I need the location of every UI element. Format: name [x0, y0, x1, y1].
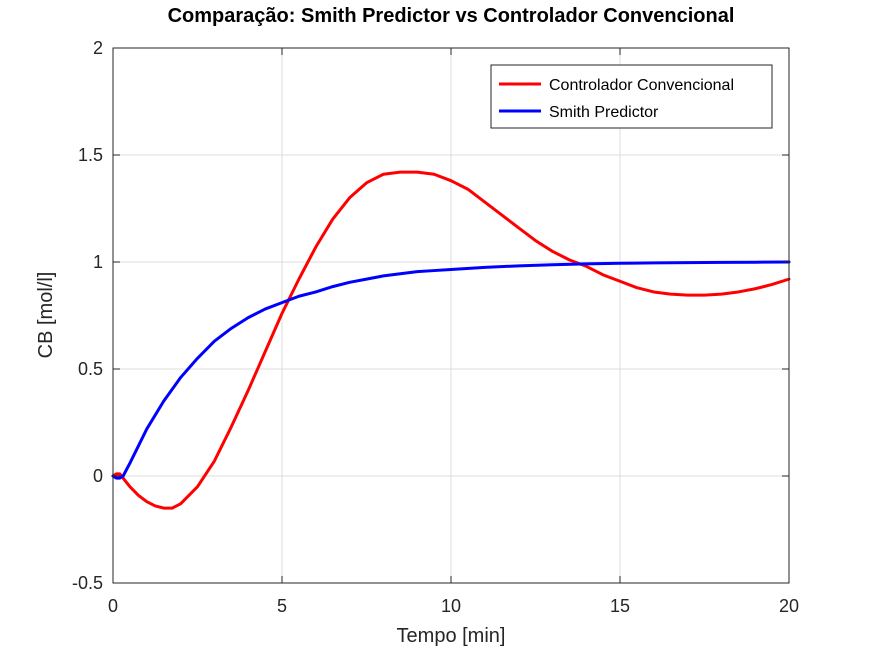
x-axis-label: Tempo [min] [397, 625, 506, 647]
series-line-smith [111, 260, 791, 480]
tick-labels: 0 5 10 15 20-0.500.511.52 [72, 38, 799, 616]
y-tick-label: 0.5 [78, 359, 103, 379]
legend-label-smith: Smith Predictor [549, 104, 659, 121]
x-tick-label: 15 [610, 596, 630, 616]
ticks [112, 47, 790, 584]
x-tick-label: 20 [779, 596, 799, 616]
y-tick-label: 1.5 [78, 145, 103, 165]
y-tick-label: -0.5 [72, 573, 103, 593]
y-tick-label: 1 [93, 252, 103, 272]
y-tick-label: 0 [93, 466, 103, 486]
y-tick-label: 2 [93, 38, 103, 58]
chart-title: Comparação: Smith Predictor vs Controlad… [168, 5, 735, 27]
y-axis-label: CB [mol/l] [35, 272, 57, 359]
legend-box [490, 64, 773, 129]
x-tick-label: 0 [108, 596, 118, 616]
legend-label-conventional: Controlador Convencional [549, 77, 734, 94]
series-line-conventional [111, 170, 791, 510]
x-tick-label: 10 [441, 596, 461, 616]
x-tick-label: 5 [277, 596, 287, 616]
legend: Controlador Convencional Smith Predictor [490, 64, 773, 129]
series-layer [111, 170, 791, 510]
